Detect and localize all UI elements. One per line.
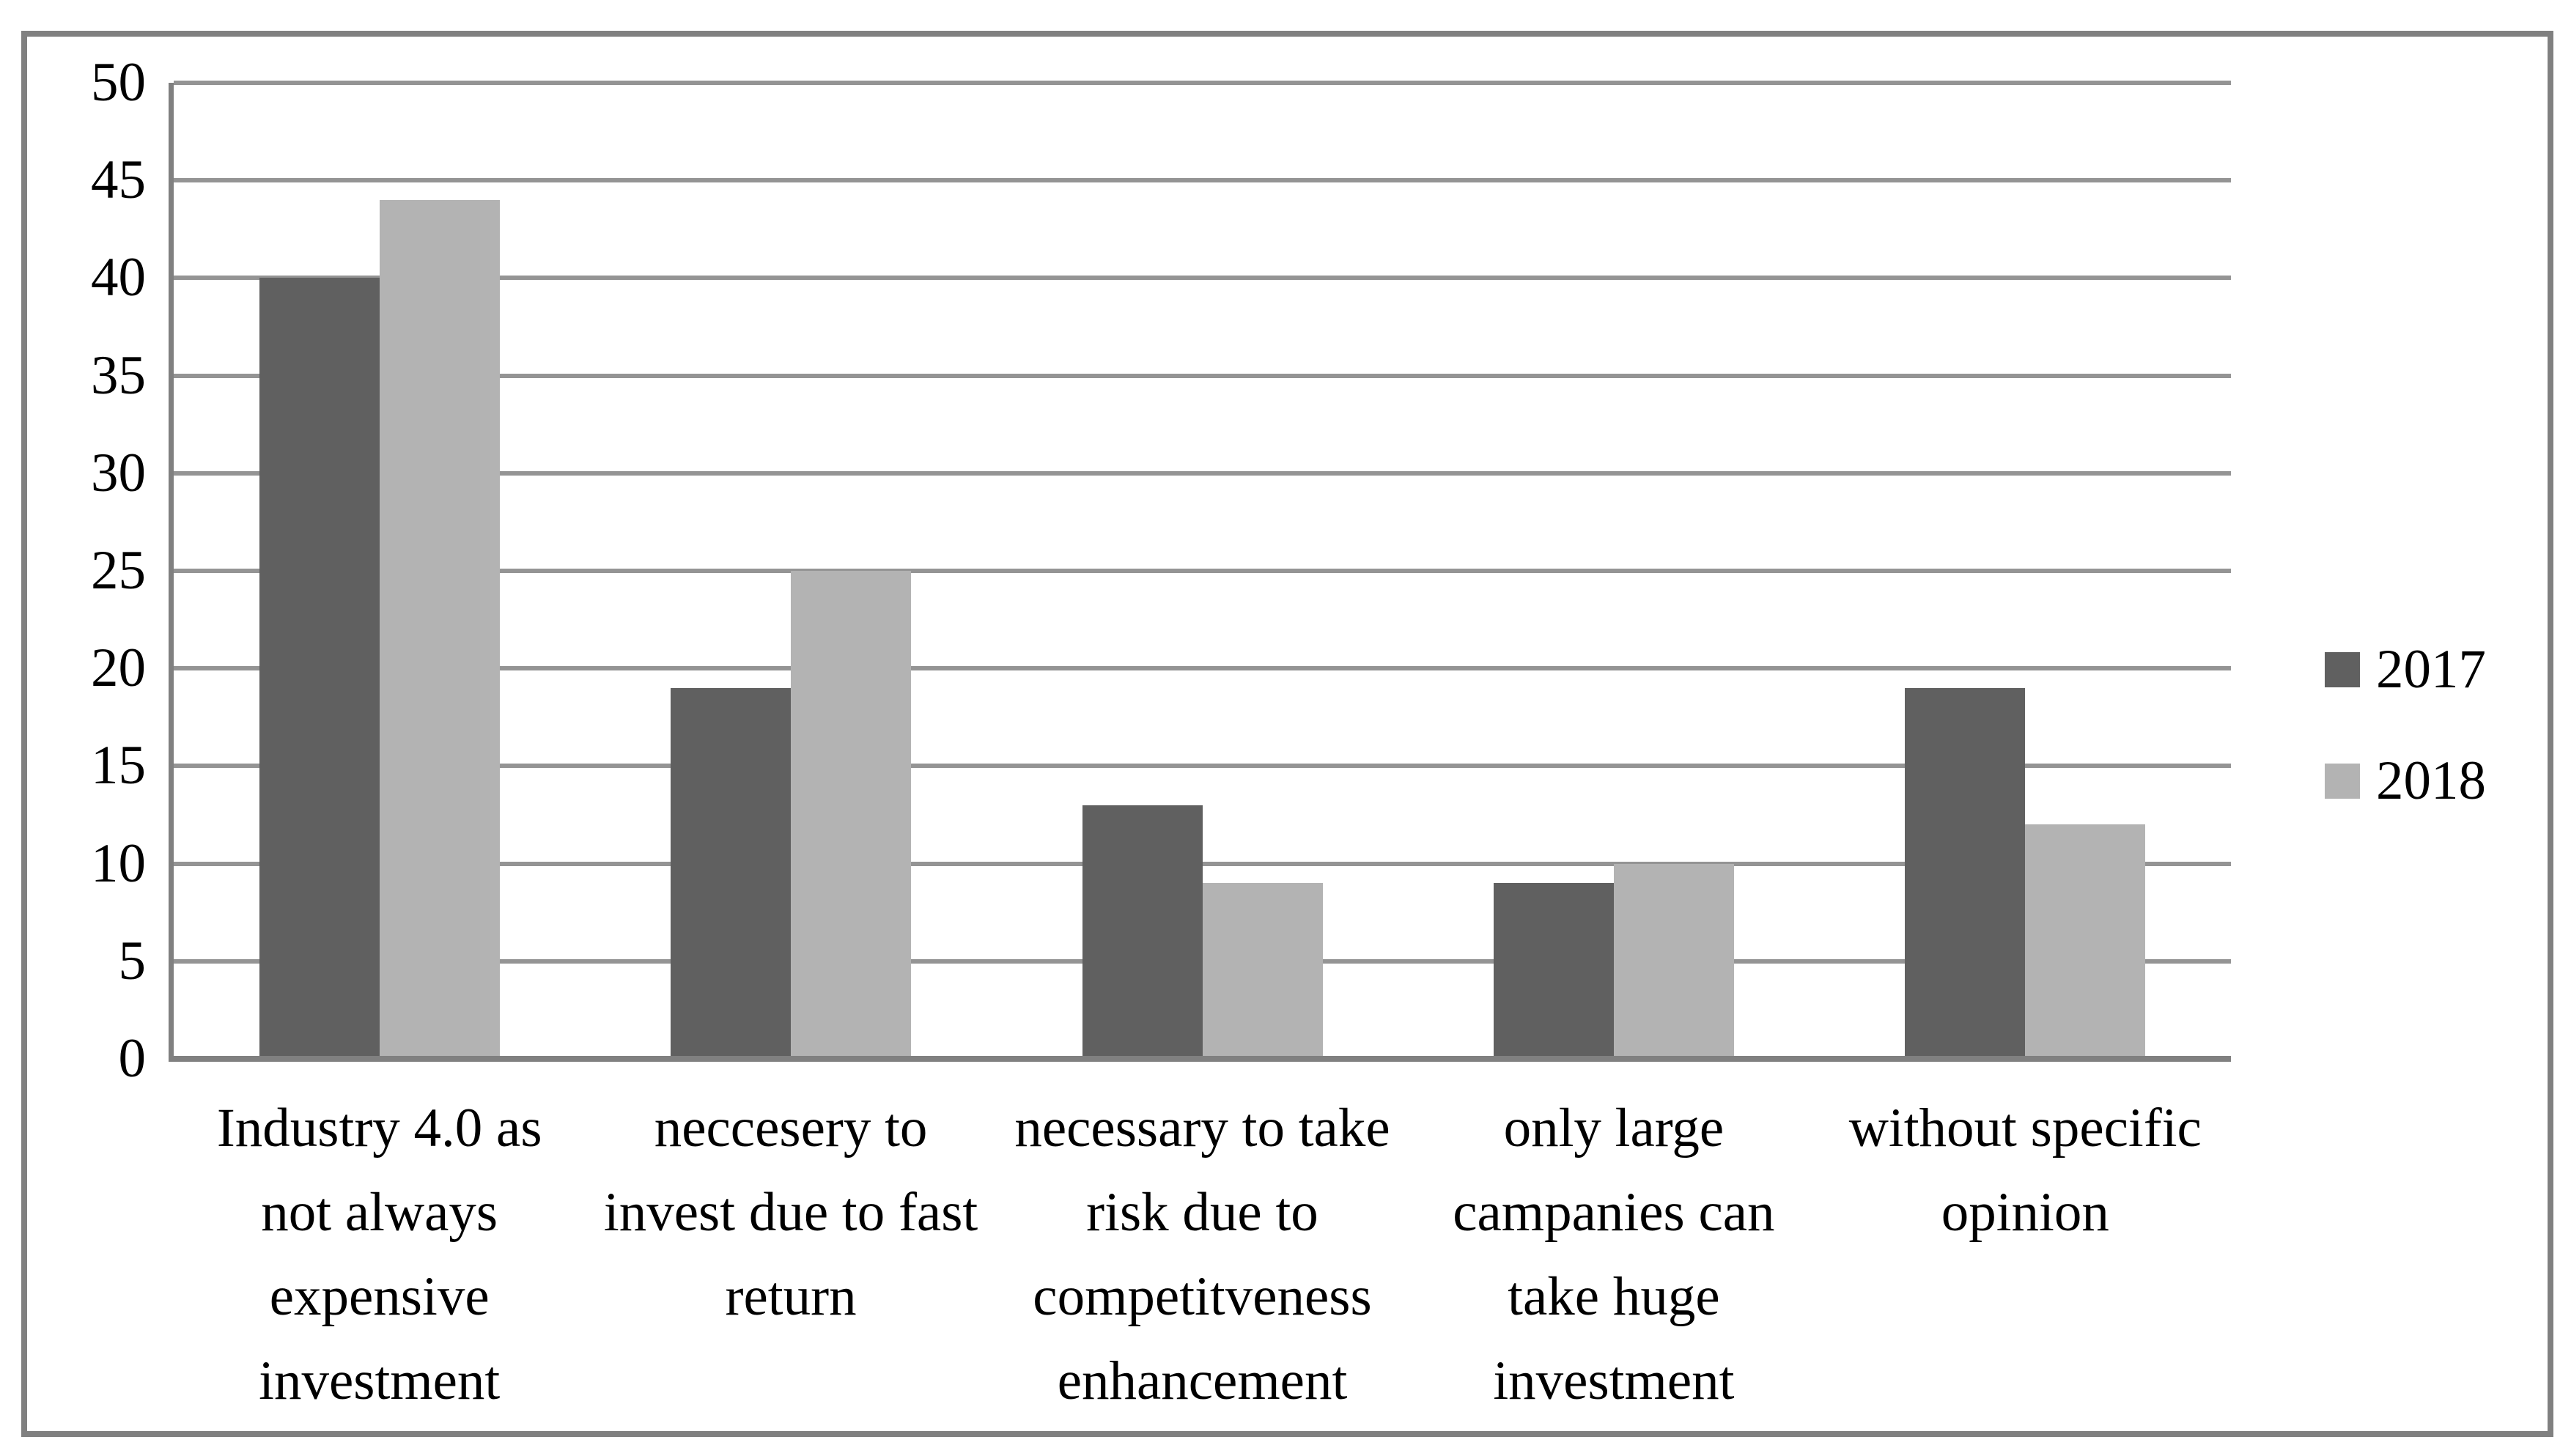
- y-tick-label: 25: [91, 540, 146, 601]
- bar-2018: [2025, 824, 2146, 1059]
- y-tick-label: 45: [91, 149, 146, 211]
- gridline: [174, 764, 2231, 769]
- bar-2017: [671, 687, 792, 1059]
- bar-2018: [1613, 863, 1734, 1059]
- category-label: necessary to take risk due to competitve…: [1014, 1098, 1390, 1411]
- y-tick-label: 20: [91, 638, 146, 699]
- bar-2017: [1082, 805, 1203, 1059]
- gridline: [174, 470, 2231, 476]
- gridline: [174, 373, 2231, 378]
- gridline: [174, 861, 2231, 866]
- bar-2017: [1905, 687, 2026, 1059]
- gridline: [174, 276, 2231, 281]
- bar-2018: [379, 199, 500, 1059]
- legend-entry-2018: 2018: [2325, 752, 2486, 810]
- legend-label: 2018: [2376, 750, 2486, 811]
- bar-2018: [1202, 883, 1323, 1059]
- y-tick-label: 5: [118, 930, 147, 991]
- legend-swatch-2018: [2325, 764, 2360, 799]
- y-tick-label: 0: [118, 1028, 147, 1089]
- bar-2017: [1493, 883, 1614, 1059]
- category-label: Industry 4.0 as not always expensive inv…: [216, 1098, 542, 1411]
- category-label: neccesery to invest due to fast return: [603, 1098, 978, 1327]
- legend-swatch-2017: [2325, 652, 2360, 687]
- y-tick-label: 15: [91, 735, 146, 797]
- chart-frame: 0 5 10 15 20 25 30 35 40 45 50 Industry 4.0 as not …: [21, 31, 2553, 1437]
- y-tick-label: 40: [91, 247, 146, 308]
- category-label: only large campanies can take huge inves…: [1453, 1098, 1775, 1411]
- legend-label: 2017: [2376, 639, 2486, 700]
- category-label: without specific opinion: [1848, 1098, 2202, 1243]
- gridline: [174, 569, 2231, 573]
- y-axis-line: [169, 83, 174, 1062]
- gridline: [174, 666, 2231, 671]
- x-axis-line: [169, 1056, 2231, 1062]
- gridline: [174, 81, 2231, 85]
- gridline: [174, 178, 2231, 183]
- y-tick-label: 30: [91, 442, 146, 503]
- bar-2017: [259, 278, 380, 1059]
- y-tick-label: 35: [91, 344, 146, 406]
- y-tick-label: 10: [91, 832, 146, 894]
- y-tick-label: 50: [91, 52, 146, 113]
- legend-entry-2017: 2017: [2325, 640, 2486, 699]
- bar-2018: [791, 571, 912, 1059]
